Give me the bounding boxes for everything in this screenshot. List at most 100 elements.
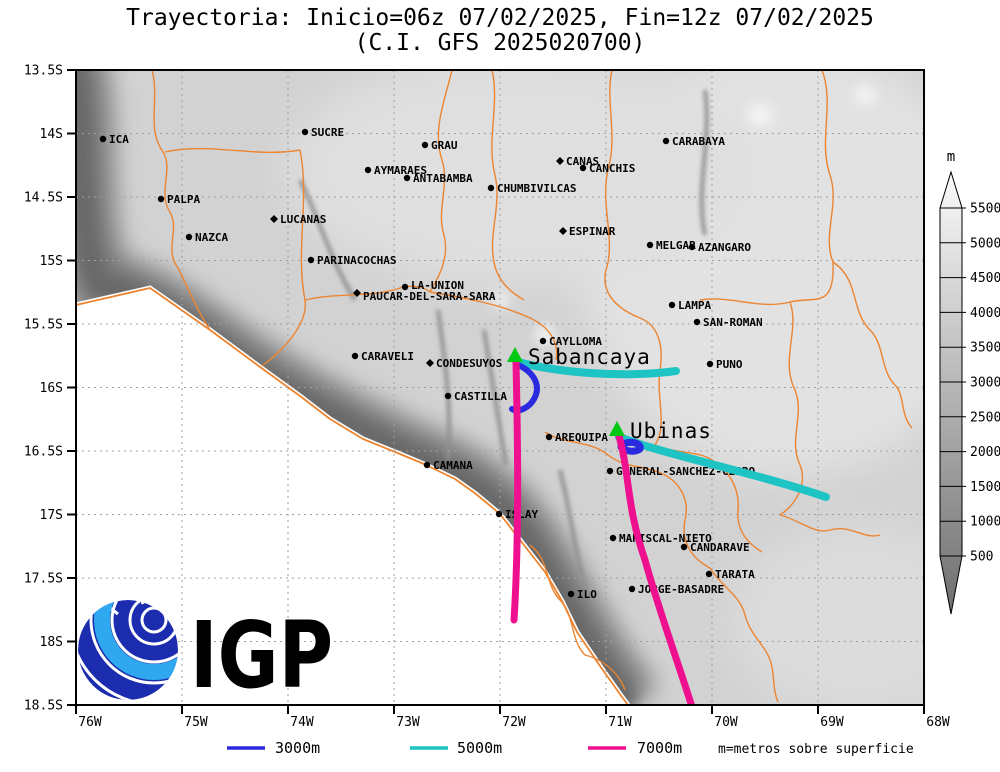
trajectories — [509, 358, 830, 705]
location-dot-marker — [567, 590, 575, 598]
map-location: CARAVELI — [351, 350, 414, 363]
location-label: CASTILLA — [454, 390, 507, 403]
map-location: CARABAYA — [662, 135, 725, 148]
location-label: LA-UNION — [411, 279, 464, 292]
gridlines — [76, 70, 924, 705]
volcano-label: Sabancaya — [528, 345, 651, 369]
location-dot-marker — [688, 243, 696, 251]
igp-logo: IGP — [78, 600, 333, 709]
lon-tick-label: 68W — [926, 715, 950, 730]
logo-text: IGP — [190, 602, 333, 709]
legend-label: 5000m — [457, 739, 502, 757]
location-dot-marker — [351, 352, 359, 360]
location-label: SAN-ROMAN — [703, 316, 763, 329]
location-label: ICA — [109, 133, 129, 146]
map-location: ANTABAMBA — [403, 172, 473, 185]
location-label: AYMARAES — [374, 164, 427, 177]
lon-tick-label: 73W — [396, 715, 420, 730]
lat-tick-label: 13.5S — [24, 64, 63, 79]
lat-tick-label: 14S — [40, 127, 63, 142]
lon-tick-label: 70W — [714, 715, 738, 730]
location-diamond-marker — [559, 227, 567, 235]
coastline — [76, 287, 629, 705]
highland-light-n — [285, 70, 755, 285]
lon-tick-label: 71W — [608, 715, 632, 730]
location-dot-marker — [403, 174, 411, 182]
map-location: CASTILLA — [444, 390, 507, 403]
map-location: JORGE-BASADRE — [628, 583, 724, 596]
location-label: ANTABAMBA — [413, 172, 473, 185]
map-location: CHUMBIVILCAS — [487, 182, 576, 195]
trajectory-sabancaya-5000m — [514, 358, 680, 379]
lat-tick-label: 16S — [40, 381, 63, 396]
location-dot-marker — [539, 337, 547, 345]
map-location: PUNO — [706, 358, 743, 371]
colorbar-tick-label: 3000 — [970, 376, 1000, 391]
location-label: CARABAYA — [672, 135, 725, 148]
lat-tick-label: 15S — [40, 254, 63, 269]
location-label: AREQUIPA — [555, 431, 608, 444]
map-location: NAZCA — [185, 231, 228, 244]
location-label: PAUCAR-DEL-SARA-SARA — [363, 290, 496, 303]
location-dot-marker — [606, 467, 614, 475]
volcano-triangle-icon — [507, 347, 523, 362]
map-location: MELGAR — [646, 239, 696, 252]
map-location: PARINACOCHAS — [307, 254, 396, 267]
location-label: PALPA — [167, 193, 200, 206]
map-location: CANAS — [556, 155, 599, 168]
location-dot-marker — [680, 543, 688, 551]
location-dot-marker — [693, 318, 701, 326]
location-label: NAZCA — [195, 231, 228, 244]
lat-tick-label: 18.5S — [24, 699, 63, 714]
map-location: SUCRE — [301, 126, 344, 139]
location-label: TARATA — [715, 568, 755, 581]
lon-tick-label: 76W — [78, 715, 102, 730]
map-location: ICA — [99, 133, 129, 146]
map-location: CAMANA — [423, 459, 473, 472]
location-label: LUCANAS — [280, 213, 326, 226]
legend-note: m=metros sobre superficie — [718, 742, 914, 757]
map-location: LUCANAS — [270, 213, 326, 226]
location-label: CARAVELI — [361, 350, 414, 363]
location-label: CAYLLOMA — [549, 335, 602, 348]
location-dot-marker — [487, 184, 495, 192]
location-label: LAMPA — [678, 299, 711, 312]
location-dot-marker — [579, 164, 587, 172]
colorbar-tick-label: 4500 — [970, 271, 1000, 286]
lat-tick-label: 17S — [40, 508, 63, 523]
location-dot-marker — [646, 241, 654, 249]
location-label: AZANGARO — [698, 241, 751, 254]
colorbar-title: m — [947, 149, 955, 165]
lon-tick-label: 74W — [290, 715, 314, 730]
map-location: CAYLLOMA — [539, 335, 602, 348]
location-dot-marker — [157, 195, 165, 203]
location-dot-marker — [705, 570, 713, 578]
map-location: TARATA — [705, 568, 755, 581]
location-diamond-marker — [426, 359, 434, 367]
legend-label: 3000m — [275, 739, 320, 757]
location-dot-marker — [99, 135, 107, 143]
colorbar-tick-label: 1000 — [970, 515, 1000, 530]
ocean — [76, 288, 628, 705]
location-dot-marker — [301, 128, 309, 136]
logo-globe — [78, 600, 178, 700]
location-dot-marker — [185, 233, 193, 241]
colorbar-tick-label: 500 — [970, 550, 993, 565]
location-dot-marker — [668, 301, 676, 309]
location-dot-marker — [307, 256, 315, 264]
location-label: ILO — [577, 588, 597, 601]
location-label: CHUMBIVILCAS — [497, 182, 576, 195]
trajectory-ubinas-7000m — [615, 432, 696, 705]
map-location: LAMPA — [668, 299, 711, 312]
location-label: CANAS — [566, 155, 599, 168]
lon-tick-label: 75W — [184, 715, 208, 730]
volcanoes: Sabancaya Ubinas — [507, 345, 711, 443]
height-legend: m=metros sobre superficie 3000m 5000m 7000… — [227, 739, 914, 757]
lon-tick-label: 69W — [820, 715, 844, 730]
colorbar-tick-label: 3500 — [970, 341, 1000, 356]
location-dot-marker — [401, 283, 409, 291]
location-diamond-marker — [270, 215, 278, 223]
